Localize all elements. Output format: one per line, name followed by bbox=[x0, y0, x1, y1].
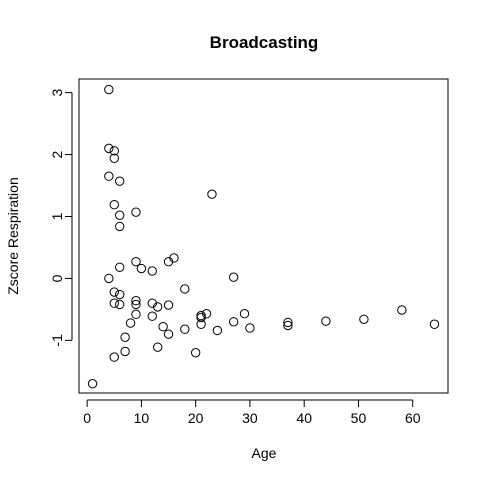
chart-title: Broadcasting bbox=[210, 33, 319, 52]
data-point bbox=[105, 274, 113, 282]
data-point bbox=[213, 326, 221, 334]
plot-frame bbox=[79, 79, 448, 393]
y-tick-label: 3 bbox=[49, 89, 65, 97]
x-axis: 0 10 20 30 40 50 60 bbox=[83, 400, 420, 426]
data-point bbox=[240, 310, 248, 318]
y-tick-label: 1 bbox=[49, 212, 65, 220]
data-point bbox=[110, 299, 118, 307]
data-point bbox=[110, 201, 118, 209]
y-axis: -1 0 1 2 3 bbox=[49, 89, 72, 347]
x-tick-label: 20 bbox=[188, 410, 204, 426]
data-point bbox=[121, 333, 129, 341]
data-point bbox=[126, 319, 134, 327]
data-point bbox=[181, 285, 189, 293]
data-point bbox=[159, 323, 167, 331]
data-point bbox=[132, 310, 140, 318]
data-point bbox=[105, 172, 113, 180]
data-point bbox=[164, 301, 172, 309]
data-point bbox=[360, 315, 368, 323]
x-tick-label: 30 bbox=[242, 410, 258, 426]
data-point bbox=[121, 347, 129, 355]
data-point bbox=[164, 330, 172, 338]
data-point bbox=[398, 306, 406, 314]
data-point bbox=[88, 380, 96, 388]
data-point bbox=[322, 317, 330, 325]
data-point bbox=[430, 320, 438, 328]
data-point bbox=[153, 343, 161, 351]
data-point bbox=[148, 267, 156, 275]
data-point bbox=[115, 211, 123, 219]
data-point bbox=[110, 288, 118, 296]
data-point bbox=[115, 177, 123, 185]
data-point bbox=[229, 273, 237, 281]
x-tick-label: 60 bbox=[405, 410, 421, 426]
data-point bbox=[105, 144, 113, 152]
x-tick-label: 50 bbox=[351, 410, 367, 426]
x-tick-label: 0 bbox=[83, 410, 91, 426]
data-point bbox=[246, 324, 254, 332]
x-axis-label: Age bbox=[252, 445, 277, 461]
data-point bbox=[115, 290, 123, 298]
data-points bbox=[88, 85, 438, 388]
data-point bbox=[181, 325, 189, 333]
data-point bbox=[115, 300, 123, 308]
y-tick-label: -1 bbox=[49, 334, 65, 347]
y-tick-label: 2 bbox=[49, 150, 65, 158]
x-tick-label: 40 bbox=[296, 410, 312, 426]
data-point bbox=[115, 263, 123, 271]
data-point bbox=[105, 85, 113, 93]
data-point bbox=[229, 318, 237, 326]
y-axis-label: Zscore Respiration bbox=[5, 177, 21, 295]
data-point bbox=[208, 190, 216, 198]
x-tick-label: 10 bbox=[134, 410, 150, 426]
data-point bbox=[197, 311, 205, 319]
data-point bbox=[191, 349, 199, 357]
data-point bbox=[132, 208, 140, 216]
data-point bbox=[110, 353, 118, 361]
y-tick-label: 0 bbox=[49, 274, 65, 282]
data-point bbox=[115, 222, 123, 230]
data-point bbox=[148, 312, 156, 320]
data-point bbox=[137, 264, 145, 272]
